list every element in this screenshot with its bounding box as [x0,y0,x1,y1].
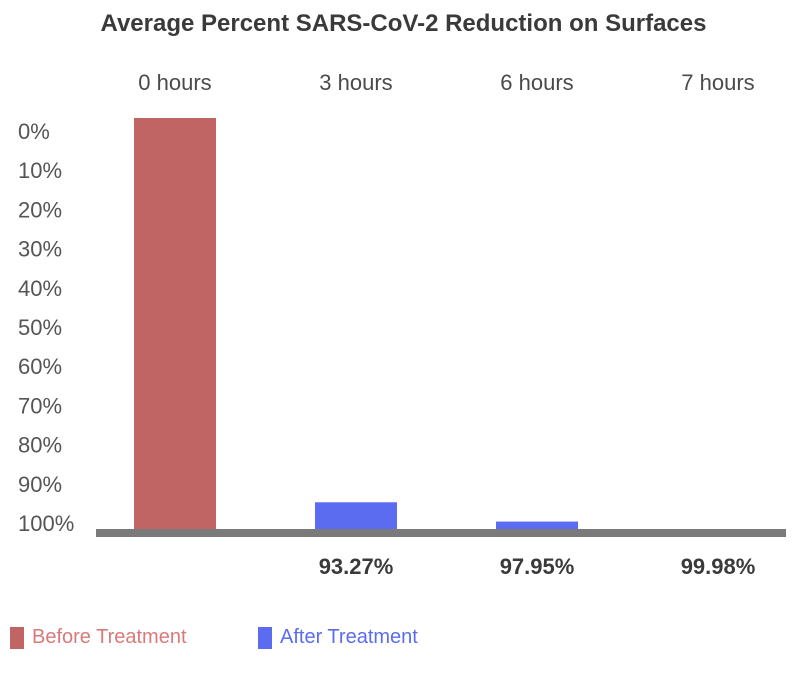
y-tick-label: 80% [18,433,62,458]
category-label: 6 hours [500,70,573,95]
y-tick-label: 0% [18,119,50,144]
legend-swatch-after-treatment [258,626,272,649]
y-tick-label: 10% [18,158,62,183]
data-label: 97.95% [500,554,575,579]
y-tick-label: 30% [18,237,62,262]
bar-after-treatment [496,521,578,530]
legend-item-before-treatment: Before Treatment [10,626,187,649]
category-label: 0 hours [138,70,211,95]
chart-title: Average Percent SARS-CoV-2 Reduction on … [100,10,707,37]
legend-label-before-treatment: Before Treatment [32,626,187,648]
legend-item-after-treatment: After Treatment [258,626,418,649]
x-axis-baseline [96,529,786,537]
y-tick-label: 70% [18,393,62,418]
category-label: 7 hours [681,70,754,95]
y-tick-label: 60% [18,354,62,379]
y-tick-label: 20% [18,197,62,222]
y-tick-label: 90% [18,472,62,497]
legend-label-after-treatment: After Treatment [280,626,418,648]
data-label: 93.27% [319,554,394,579]
data-label: 99.98% [681,554,756,579]
y-tick-label: 100% [18,511,74,536]
legend-swatch-before-treatment [10,626,24,649]
bar-before-treatment [134,118,216,530]
y-tick-label: 40% [18,276,62,301]
bar-after-treatment [315,502,397,530]
category-label: 3 hours [319,70,392,95]
y-tick-label: 50% [18,315,62,340]
